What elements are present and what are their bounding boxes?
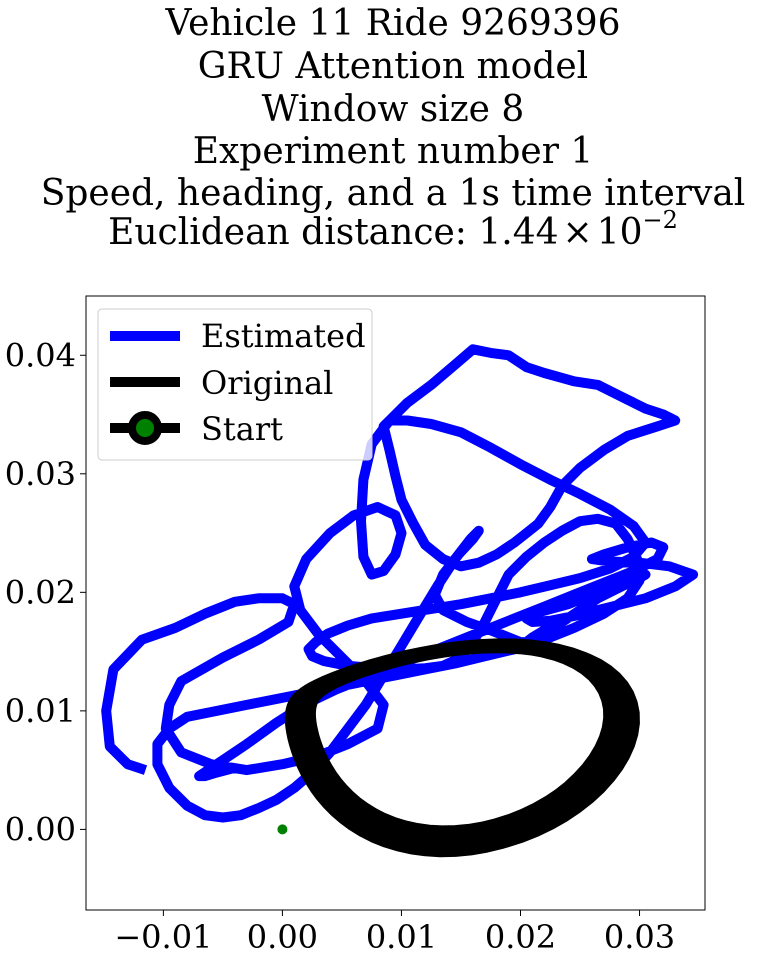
title-line-5: Speed, heading, and a 1s time interval <box>41 173 746 214</box>
title-line-2: GRU Attention model <box>198 46 588 87</box>
title-metric-line: Euclidean distance: 1.44 × 10−2 <box>108 206 678 253</box>
x-tick-label: 0.02 <box>485 918 556 956</box>
y-tick-label: 0.03 <box>5 455 76 493</box>
title-metric-exponent: −2 <box>643 206 678 234</box>
title-metric-prefix: Euclidean distance: <box>108 212 478 253</box>
series-original <box>284 638 640 858</box>
start-marker <box>277 824 288 835</box>
title-metric-times: × <box>563 212 593 253</box>
y-tick-label: 0.02 <box>5 573 76 611</box>
legend: Estimated Original Start <box>97 308 373 461</box>
plot-frame <box>85 295 706 911</box>
legend-start-label: Start <box>201 410 283 448</box>
y-tick-label: 0.01 <box>5 692 76 730</box>
x-tick-label: 0.00 <box>247 918 318 956</box>
title-line-4: Experiment number 1 <box>193 131 594 172</box>
x-tick-label: 0.03 <box>604 918 675 956</box>
title-metric-mantissa: 1.44 <box>478 212 558 253</box>
legend-start-marker <box>128 411 162 445</box>
plot-area <box>101 344 699 858</box>
x-tick-label: 0.01 <box>366 918 437 956</box>
title-line-3: Window size 8 <box>262 89 525 130</box>
legend-box <box>97 308 373 461</box>
y-axis: 0.00 0.01 0.02 0.03 0.04 <box>5 336 86 848</box>
x-axis: −0.01 0.00 0.01 0.02 0.03 <box>114 910 675 956</box>
y-tick-label: 0.00 <box>5 810 76 848</box>
title-metric-base: 10 <box>597 212 643 253</box>
title-line-1: Vehicle 11 Ride 9269396 <box>164 3 620 44</box>
legend-estimated-label: Estimated <box>201 317 366 355</box>
chart-title: Vehicle 11 Ride 9269396 GRU Attention mo… <box>41 3 746 253</box>
legend-original-label: Original <box>201 364 333 402</box>
x-tick-label: −0.01 <box>114 918 212 956</box>
y-tick-label: 0.04 <box>5 336 76 374</box>
